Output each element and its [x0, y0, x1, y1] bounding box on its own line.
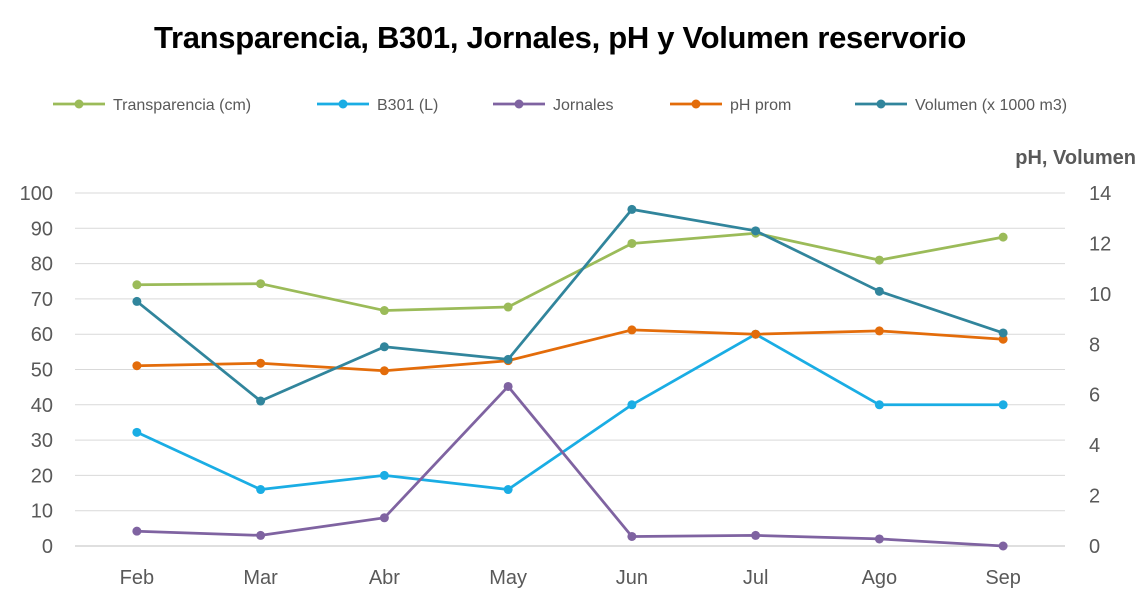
data-point — [998, 328, 1008, 338]
data-point — [256, 396, 266, 406]
left-tick-label: 60 — [31, 324, 53, 346]
series-line — [135, 332, 1005, 491]
x-tick-label: Jun — [616, 567, 648, 589]
data-point — [503, 302, 513, 312]
data-point — [998, 400, 1008, 410]
data-point — [132, 280, 142, 290]
right-tick-label: 0 — [1089, 536, 1100, 558]
left-tick-label: 30 — [31, 430, 53, 452]
data-point — [874, 400, 884, 410]
legend-item: Jornales — [493, 97, 613, 114]
right-tick-label: 4 — [1089, 435, 1100, 457]
data-point — [998, 232, 1008, 242]
left-tick-label: 40 — [31, 395, 53, 417]
data-point — [503, 381, 513, 391]
data-point — [256, 358, 266, 368]
series-jornales — [132, 381, 1008, 551]
data-point — [132, 427, 142, 437]
left-tick-label: 70 — [31, 289, 53, 311]
data-point — [874, 534, 884, 544]
chart-title: Transparencia, B301, Jornales, pH y Volu… — [154, 20, 966, 55]
data-point — [256, 485, 266, 495]
series-line — [135, 208, 1005, 403]
legend-swatch-marker — [691, 99, 701, 109]
series-line — [135, 385, 1005, 548]
right-tick-label: 10 — [1089, 284, 1111, 306]
data-point — [132, 361, 142, 371]
x-tick-label: Feb — [120, 567, 154, 589]
legend-swatch-marker — [74, 99, 84, 109]
data-point — [627, 531, 637, 541]
data-point — [874, 255, 884, 265]
data-point — [627, 238, 637, 248]
series-line — [135, 328, 1005, 373]
x-tick-label: Sep — [985, 567, 1021, 589]
data-point — [503, 354, 513, 364]
right-axis-ticks: 0 2 4 6 8 10 12 14 — [1089, 183, 1111, 558]
data-point — [627, 325, 637, 335]
data-point — [379, 470, 389, 480]
data-point — [503, 485, 513, 495]
legend-label: Volumen (x 1000 m3) — [915, 97, 1067, 114]
right-tick-label: 6 — [1089, 385, 1100, 407]
x-tick-label: May — [489, 567, 527, 589]
data-point — [379, 306, 389, 316]
legend-label: Jornales — [553, 97, 613, 114]
series-layer — [132, 204, 1008, 551]
series-ph-prom — [132, 325, 1008, 376]
right-tick-label: 8 — [1089, 334, 1100, 356]
legend-label: B301 (L) — [377, 97, 438, 114]
series-volumen-x-1000-m3 — [132, 204, 1008, 406]
x-tick-label: Abr — [369, 567, 400, 589]
data-point — [874, 326, 884, 336]
right-tick-label: 2 — [1089, 486, 1100, 508]
data-point — [132, 526, 142, 536]
data-point — [379, 342, 389, 352]
left-tick-label: 0 — [42, 536, 53, 558]
legend-label: Transparencia (cm) — [113, 97, 251, 114]
series-line — [135, 231, 1005, 312]
legend: Transparencia (cm) B301 (L) Jornales pH pro… — [53, 97, 1067, 114]
legend-item: Volumen (x 1000 m3) — [855, 97, 1067, 114]
data-point — [998, 334, 1008, 344]
series-b301-l — [132, 329, 1008, 495]
data-point — [874, 286, 884, 296]
left-tick-label: 10 — [31, 501, 53, 523]
x-tick-label: Ago — [862, 567, 898, 589]
data-point — [379, 366, 389, 376]
x-tick-label: Mar — [243, 567, 278, 589]
left-tick-label: 80 — [31, 254, 53, 276]
legend-swatch-marker — [514, 99, 524, 109]
left-tick-label: 50 — [31, 360, 53, 382]
data-point — [751, 226, 761, 236]
legend-item: pH prom — [670, 97, 791, 114]
data-point — [751, 329, 761, 339]
data-point — [132, 296, 142, 306]
legend-swatch-marker — [338, 99, 348, 109]
right-tick-label: 14 — [1089, 183, 1111, 205]
x-tick-label: Jul — [743, 567, 769, 589]
legend-item: Transparencia (cm) — [53, 97, 251, 114]
series-transparencia-cm — [132, 228, 1008, 316]
right-axis-title: pH, Volumen — [1015, 147, 1136, 169]
left-tick-label: 90 — [31, 218, 53, 240]
right-tick-label: 12 — [1089, 233, 1111, 255]
left-tick-label: 20 — [31, 465, 53, 487]
data-point — [379, 513, 389, 523]
data-point — [751, 530, 761, 540]
legend-swatch-marker — [876, 99, 886, 109]
x-axis-ticks: Feb Mar Abr May Jun Jul Ago Sep — [120, 567, 1021, 589]
data-point — [256, 530, 266, 540]
data-point — [998, 541, 1008, 551]
data-point — [256, 279, 266, 289]
legend-item: B301 (L) — [317, 97, 438, 114]
left-tick-label: 100 — [20, 183, 53, 205]
legend-label: pH prom — [730, 97, 791, 114]
left-axis-ticks: 0 10 20 30 40 50 60 70 80 90 100 — [20, 183, 53, 558]
data-point — [627, 400, 637, 410]
data-point — [627, 204, 637, 214]
